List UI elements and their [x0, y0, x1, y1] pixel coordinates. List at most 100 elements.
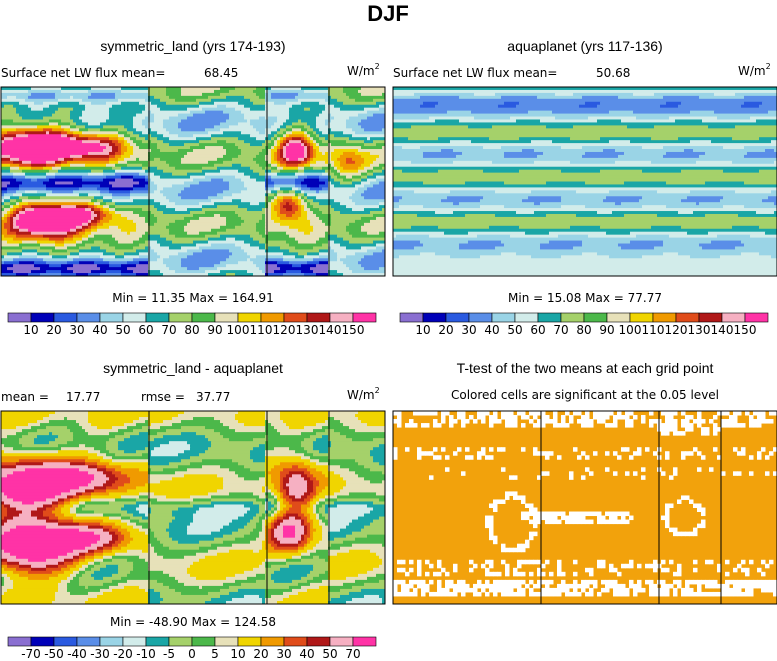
contour-cell: [1, 110, 17, 115]
contour-cell: [13, 216, 20, 221]
non-significant-cell: [513, 583, 518, 589]
non-significant-cell: [705, 431, 710, 436]
contour-cell: [163, 140, 200, 144]
contour-cell: [139, 261, 149, 265]
contour-cell: [1, 495, 8, 500]
non-significant-cell: [545, 451, 550, 456]
contour-cell: [199, 546, 218, 551]
non-significant-cell: [505, 547, 510, 553]
contour-cell: [70, 429, 86, 433]
contour-cell: [340, 243, 377, 248]
contour-cell: [19, 166, 32, 171]
contour-cell: [94, 196, 104, 200]
contour-cell: [1, 104, 5, 109]
contour-cell: [376, 101, 385, 106]
contour-cell: [271, 92, 299, 97]
contour-cell: [85, 555, 95, 560]
contour-cell: [100, 216, 104, 221]
contour-cell: [325, 474, 341, 478]
contour-cell: [373, 240, 385, 245]
contour-cell: [268, 540, 275, 545]
non-significant-cell: [537, 423, 542, 428]
contour-cell: [346, 255, 365, 259]
non-significant-cell: [589, 511, 594, 517]
contour-cell: [127, 489, 218, 494]
contour-cell: [241, 216, 263, 221]
contour-cell: [304, 513, 311, 518]
contour-cell: [331, 543, 353, 548]
contour-cell: [561, 146, 583, 150]
contour-cell: [334, 537, 356, 542]
non-significant-cell: [725, 571, 730, 577]
contour-cell: [235, 573, 257, 578]
contour-cell: [393, 143, 777, 147]
non-significant-cell: [665, 455, 670, 460]
contour-cell: [349, 231, 368, 236]
contour-cell: [361, 216, 377, 221]
contour-cell: [268, 196, 275, 200]
contour-cell: [232, 163, 242, 168]
contour-cell: [145, 420, 149, 424]
contour-cell: [558, 234, 589, 239]
contour-cell: [229, 113, 245, 118]
contour-cell: [148, 154, 185, 159]
non-significant-cell: [753, 419, 758, 424]
non-significant-cell: [425, 411, 430, 416]
non-significant-cell: [629, 455, 634, 460]
non-significant-cell: [725, 411, 730, 416]
contour-cell: [58, 498, 65, 503]
contour-cell: [46, 261, 68, 265]
contour-cell: [349, 222, 365, 227]
contour-cell: [271, 166, 278, 171]
contour-cell: [118, 570, 131, 575]
contour-cell: [289, 225, 314, 230]
colorbar-swatch: [491, 312, 516, 323]
contour-cell: [10, 225, 14, 230]
contour-cell: [271, 87, 302, 91]
contour-cell: [292, 196, 299, 200]
contour-cell: [346, 140, 365, 144]
contour-cell: [340, 528, 362, 533]
contour-cell: [334, 184, 356, 188]
non-significant-cell: [553, 511, 558, 517]
contour-cell: [151, 528, 167, 533]
contour-cell: [103, 558, 113, 563]
contour-cell: [367, 172, 374, 177]
contour-cell: [10, 202, 17, 206]
contour-cell: [313, 534, 323, 539]
contour-cell: [289, 110, 323, 115]
non-significant-cell: [409, 559, 414, 565]
non-significant-cell: [761, 447, 766, 452]
contour-cell: [109, 154, 116, 159]
colorbar-tick-label: 50: [507, 323, 522, 337]
contour-cell: [298, 166, 305, 171]
contour-cell: [169, 534, 224, 539]
contour-cell: [358, 417, 385, 421]
contour-cell: [157, 166, 176, 171]
contour-cell: [271, 537, 278, 542]
non-significant-cell: [453, 587, 458, 593]
contour-cell: [492, 125, 547, 129]
contour-cell: [274, 579, 293, 584]
contour-cell: [361, 119, 385, 124]
non-significant-cell: [669, 427, 674, 432]
contour-cell: [277, 199, 284, 203]
contour-cell: [1, 561, 8, 566]
contour-cell: [540, 119, 598, 124]
non-significant-cell: [685, 591, 690, 597]
contour-cell: [393, 267, 777, 271]
contour-cell: [265, 175, 272, 180]
contour-cell: [94, 202, 101, 206]
contour-cell: [145, 246, 149, 251]
contour-cell: [19, 163, 32, 168]
non-significant-cell: [517, 591, 522, 597]
non-significant-cell: [541, 571, 546, 577]
non-significant-cell: [493, 539, 498, 545]
contour-cell: [256, 154, 266, 159]
contour-cell: [414, 246, 460, 251]
contour-cell: [118, 149, 122, 153]
contour-cell: [325, 122, 329, 126]
contour-cell: [61, 119, 74, 124]
non-significant-cell: [573, 447, 578, 452]
colorbar-swatch: [168, 636, 193, 647]
